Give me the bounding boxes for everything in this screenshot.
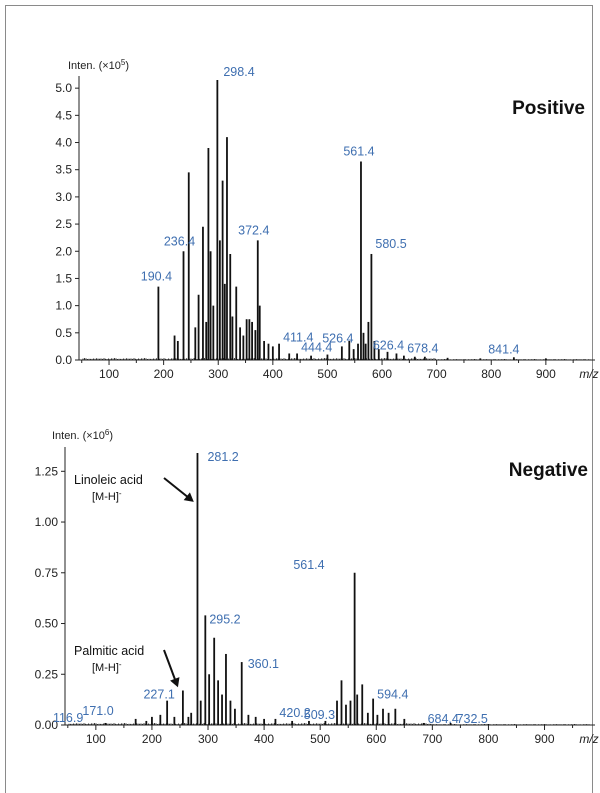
negative-peak-label: 684.4 (428, 712, 459, 726)
positive-x-tick-label: 200 (154, 367, 174, 381)
positive-x-tick-label: 600 (372, 367, 392, 381)
positive-x-tick-label: 500 (317, 367, 337, 381)
positive-x-tick-label: 300 (208, 367, 228, 381)
positive-y-tick-label: 2.0 (55, 244, 72, 258)
negative-peak-label: 227.1 (143, 688, 174, 702)
negative-annotation-ion: [M-H]- (92, 660, 122, 675)
negative-peak-label: 171.0 (82, 704, 113, 718)
negative-x-tick-label: 700 (422, 732, 442, 746)
positive-y-tick-label: 0.0 (55, 353, 72, 367)
positive-chart-title: Positive (512, 98, 585, 119)
positive-peak-label: 298.4 (223, 65, 254, 79)
negative-annotation-arrow (163, 649, 178, 685)
positive-x-tick-label: 100 (99, 367, 119, 381)
negative-x-axis-label: m/z (579, 732, 598, 746)
positive-x-tick-label: 900 (536, 367, 556, 381)
positive-y-axis-label: Inten. (×105) (68, 58, 129, 73)
negative-peak-label: 281.2 (207, 450, 238, 464)
negative-x-tick-label: 200 (142, 732, 162, 746)
positive-y-tick-label: 4.5 (55, 108, 72, 122)
positive-peak-label: 372.4 (238, 223, 269, 237)
positive-peak-label: 841.4 (488, 342, 519, 356)
positive-peak-label: 678.4 (407, 342, 438, 356)
positive-y-tick-label: 2.5 (55, 217, 72, 231)
negative-y-tick-label: 0.00 (35, 718, 59, 732)
negative-peak-label: 509.3 (304, 708, 335, 722)
negative-annotation-arrowhead (170, 677, 180, 688)
negative-x-tick-label: 400 (254, 732, 274, 746)
positive-peak-label: 190.4 (141, 270, 172, 284)
negative-x-tick-label: 100 (86, 732, 106, 746)
negative-y-axis-label: Inten. (×106) (52, 428, 113, 443)
negative-peak-label: 295.2 (209, 612, 240, 626)
negative-peak-label: 732.5 (457, 712, 488, 726)
positive-peak-label: 444.4 (301, 340, 332, 354)
negative-peak-label: 116.9 (53, 711, 83, 725)
negative-y-tick-label: 0.50 (35, 617, 59, 631)
negative-y-tick-label: 0.25 (35, 667, 59, 681)
negative-annotation-arrowhead (183, 492, 194, 502)
positive-peak-label: 236.4 (164, 234, 195, 248)
positive-peak-label: 561.4 (343, 145, 374, 159)
negative-chart-title: Negative (509, 460, 588, 481)
negative-y-tick-label: 0.75 (35, 566, 59, 580)
negative-x-tick-label: 600 (366, 732, 386, 746)
negative-annotation-name: Palmitic acid (74, 644, 144, 658)
negative-peak-label: 594.4 (377, 688, 408, 702)
negative-baseline-trace (68, 723, 590, 725)
positive-peak-label: 580.5 (375, 237, 406, 251)
negative-x-tick-label: 800 (478, 732, 498, 746)
positive-peak-label: 626.4 (373, 338, 404, 352)
positive-y-tick-label: 1.5 (55, 271, 72, 285)
negative-y-tick-label: 1.25 (35, 464, 59, 478)
negative-peak-label: 561.4 (293, 558, 324, 572)
positive-y-tick-label: 5.0 (55, 81, 72, 95)
positive-y-tick-label: 3.5 (55, 163, 72, 177)
positive-peak-label: 411.4 (283, 331, 313, 345)
positive-x-tick-label: 400 (263, 367, 283, 381)
negative-y-tick-label: 1.00 (35, 515, 59, 529)
positive-x-tick-label: 800 (481, 367, 501, 381)
positive-y-tick-label: 4.0 (55, 136, 72, 150)
negative-x-tick-label: 900 (535, 732, 555, 746)
positive-y-tick-label: 1.0 (55, 299, 72, 313)
positive-x-tick-label: 700 (427, 367, 447, 381)
negative-annotation-ion: [M-H]- (92, 489, 122, 504)
positive-y-tick-label: 3.0 (55, 190, 72, 204)
negative-annotation-name: Linoleic acid (74, 473, 143, 487)
negative-peak-label: 420.2 (279, 706, 310, 720)
positive-y-tick-label: 0.5 (55, 326, 72, 340)
positive-x-axis-label: m/z (579, 367, 598, 381)
negative-x-tick-label: 500 (310, 732, 330, 746)
negative-x-tick-label: 300 (198, 732, 218, 746)
positive-peak-label: 526.4 (322, 331, 353, 345)
figure-frame (5, 5, 593, 793)
negative-peak-label: 360.1 (248, 657, 279, 671)
